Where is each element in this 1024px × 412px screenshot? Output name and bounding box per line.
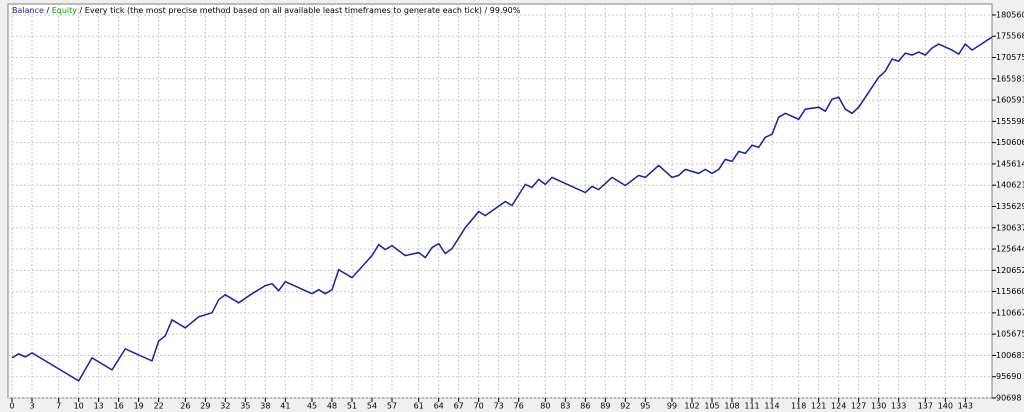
y-tick-label: 115660 <box>996 287 1024 296</box>
x-tick-label: 140 <box>938 402 953 411</box>
header: Balance / Equity / Every tick (the most … <box>12 6 521 15</box>
x-tick-label: 86 <box>580 402 590 411</box>
x-tick-label: 111 <box>744 402 759 411</box>
x-tick-label: 51 <box>347 402 357 411</box>
y-tick-label: 130637 <box>996 223 1024 232</box>
separator: / <box>80 6 83 15</box>
x-tick-label: 35 <box>240 402 250 411</box>
x-tick-label: 0 <box>9 402 14 411</box>
x-tick-label: 73 <box>494 402 504 411</box>
y-tick-label: 125644 <box>996 245 1024 254</box>
separator: / <box>485 6 488 15</box>
x-tick-label: 22 <box>154 402 164 411</box>
x-tick-label: 45 <box>307 402 317 411</box>
y-tick-label: 90698 <box>996 394 1021 403</box>
x-tick-label: 108 <box>724 402 739 411</box>
x-tick-label: 16 <box>114 402 124 411</box>
x-tick-label: 124 <box>831 402 846 411</box>
x-tick-label: 41 <box>280 402 290 411</box>
x-tick-label: 54 <box>367 402 377 411</box>
y-tick-label: 120652 <box>996 266 1024 275</box>
y-tick-label: 135629 <box>996 202 1024 211</box>
y-tick-label: 155598 <box>996 117 1024 126</box>
x-tick-label: 26 <box>180 402 190 411</box>
x-tick-label: 102 <box>684 402 699 411</box>
x-tick-label: 29 <box>200 402 210 411</box>
y-tick-label: 170575 <box>996 53 1024 62</box>
x-tick-label: 57 <box>387 402 397 411</box>
x-tick-label: 133 <box>891 402 906 411</box>
y-tick-label: 175568 <box>996 32 1024 41</box>
legend-entry: Equity <box>52 6 78 15</box>
x-tick-label: 114 <box>764 402 779 411</box>
x-tick-label: 70 <box>474 402 484 411</box>
x-tick-label: 61 <box>414 402 424 411</box>
x-tick-label: 89 <box>600 402 610 411</box>
x-tick-label: 127 <box>851 402 866 411</box>
x-tick-label: 80 <box>540 402 550 411</box>
y-tick-label: 150606 <box>996 138 1024 147</box>
x-tick-label: 118 <box>791 402 806 411</box>
y-tick-label: 110667 <box>996 308 1024 317</box>
x-tick-label: 7 <box>56 402 61 411</box>
marks <box>11 36 993 382</box>
x-tick-label: 32 <box>220 402 230 411</box>
x-tick-label: 105 <box>704 402 719 411</box>
separator: / <box>46 6 49 15</box>
y-tick-label: 180560 <box>996 10 1024 19</box>
balance-line <box>11 36 993 382</box>
y-tick-label: 165583 <box>996 74 1024 83</box>
x-tick-label: 137 <box>918 402 933 411</box>
x-tick-label: 99 <box>667 402 677 411</box>
x-tick-label: 38 <box>260 402 270 411</box>
legend-entry: Balance <box>12 6 44 15</box>
x-tick-label: 130 <box>871 402 886 411</box>
test-info: Every tick (the most precise method base… <box>85 6 482 15</box>
x-tick-label: 19 <box>134 402 144 411</box>
x-tick-label: 64 <box>434 402 444 411</box>
x-tick-label: 143 <box>958 402 973 411</box>
y-tick-label: 100683 <box>996 351 1024 360</box>
x-tick-label: 10 <box>74 402 84 411</box>
x-tick-label: 121 <box>811 402 826 411</box>
grid <box>8 4 992 399</box>
x-tick-label: 83 <box>560 402 570 411</box>
y-tick-label: 160591 <box>996 96 1024 105</box>
x-tick-label: 13 <box>94 402 104 411</box>
y-tick-label: 145614 <box>996 159 1024 168</box>
x-tick-label: 3 <box>29 402 34 411</box>
x-tick-label: 48 <box>327 402 337 411</box>
x-tick-label: 76 <box>514 402 524 411</box>
y-tick-label: 140621 <box>996 181 1024 190</box>
x-tick-label: 95 <box>640 402 650 411</box>
quality: 99.90% <box>490 6 521 15</box>
y-tick-label: 105675 <box>996 330 1024 339</box>
y-tick-label: 95690 <box>996 372 1021 381</box>
plot-area <box>7 3 993 399</box>
x-tick-label: 92 <box>620 402 630 411</box>
x-tick-label: 67 <box>454 402 464 411</box>
